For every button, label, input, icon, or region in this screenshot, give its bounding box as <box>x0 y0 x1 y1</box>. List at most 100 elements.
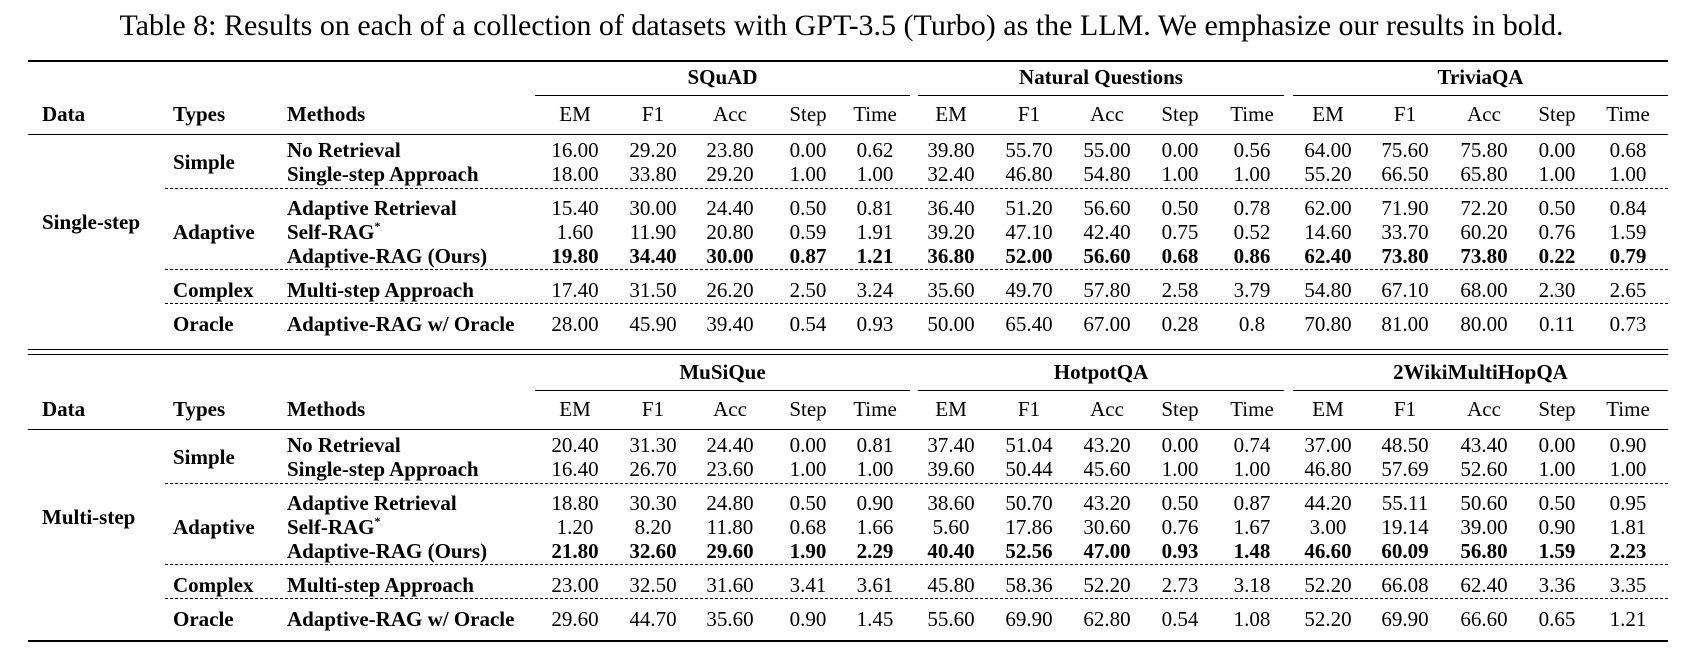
value-cell: 3.41 <box>789 573 827 597</box>
method-label: Adaptive Retrieval <box>287 491 457 515</box>
value-cell: 46.60 <box>1304 539 1352 563</box>
value-cell: 11.90 <box>629 220 677 244</box>
value-cell: 26.70 <box>629 457 677 481</box>
value-cell: 0.50 <box>789 491 827 515</box>
value-cell: 1.00 <box>1538 457 1576 481</box>
value-cell: 26.20 <box>706 278 754 302</box>
value-cell: 32.40 <box>927 162 975 186</box>
value-cell: 2.58 <box>1161 278 1199 302</box>
type-label: Simple <box>173 445 235 469</box>
value-cell: 23.80 <box>706 138 754 162</box>
dataset-underline <box>1293 390 1668 391</box>
value-cell: 0.00 <box>789 433 827 457</box>
value-cell: 72.20 <box>1460 196 1508 220</box>
value-cell: 16.00 <box>551 138 599 162</box>
method-label: No Retrieval <box>287 138 401 162</box>
metric-column-header: EM <box>935 397 967 421</box>
method-label: Single-step Approach <box>287 457 479 481</box>
value-cell: 3.79 <box>1233 278 1271 302</box>
value-cell: 0.00 <box>1538 433 1576 457</box>
dataset-header: MuSiQue <box>679 360 766 384</box>
value-cell: 0.28 <box>1161 312 1199 336</box>
value-cell: 1.00 <box>1538 162 1576 186</box>
value-cell: 44.20 <box>1304 491 1352 515</box>
header-rule <box>28 429 1668 430</box>
value-cell: 2.65 <box>1609 278 1647 302</box>
value-cell: 1.21 <box>1609 607 1647 631</box>
method-name: Adaptive-RAG (Ours) <box>287 244 488 268</box>
value-cell: 54.80 <box>1083 162 1131 186</box>
value-cell: 3.18 <box>1233 573 1271 597</box>
dashed-separator <box>165 188 1668 189</box>
value-cell: 0.93 <box>856 312 894 336</box>
value-cell: 0.90 <box>856 491 894 515</box>
value-cell: 17.40 <box>551 278 599 302</box>
value-cell: 0.90 <box>1538 515 1576 539</box>
data-group-label: Single-step <box>42 210 141 234</box>
value-cell: 0.50 <box>1161 196 1199 220</box>
metric-column-header: Time <box>853 397 897 421</box>
value-cell: 3.61 <box>856 573 894 597</box>
header-rule <box>28 134 1668 135</box>
metric-column-header: Acc <box>1467 397 1501 421</box>
value-cell: 1.81 <box>1609 515 1647 539</box>
method-name: Multi-step Approach <box>287 278 474 302</box>
value-cell: 45.80 <box>927 573 975 597</box>
value-cell: 62.80 <box>1083 607 1131 631</box>
value-cell: 67.10 <box>1381 278 1429 302</box>
value-cell: 69.90 <box>1005 607 1053 631</box>
value-cell: 50.00 <box>927 312 975 336</box>
dataset-underline <box>535 95 910 96</box>
metric-column-header: Step <box>789 102 827 126</box>
dashed-separator <box>165 598 1668 599</box>
dataset-header: TriviaQA <box>1437 65 1524 89</box>
value-cell: 1.00 <box>789 162 827 186</box>
method-label: Multi-step Approach <box>287 278 474 302</box>
value-cell: 30.00 <box>629 196 677 220</box>
value-cell: 16.40 <box>551 457 599 481</box>
method-name: Adaptive Retrieval <box>287 491 457 515</box>
value-cell: 14.60 <box>1304 220 1352 244</box>
value-cell: 70.80 <box>1304 312 1352 336</box>
value-cell: 32.50 <box>629 573 677 597</box>
value-cell: 0.73 <box>1609 312 1647 336</box>
value-cell: 71.90 <box>1381 196 1429 220</box>
method-name: Single-step Approach <box>287 457 479 481</box>
dashed-separator <box>165 564 1668 565</box>
value-cell: 55.00 <box>1083 138 1131 162</box>
metric-column-header: Time <box>1606 102 1650 126</box>
value-cell: 80.00 <box>1460 312 1508 336</box>
value-cell: 46.80 <box>1005 162 1053 186</box>
metric-column-header: Step <box>1161 102 1199 126</box>
value-cell: 66.50 <box>1381 162 1429 186</box>
value-cell: 75.60 <box>1381 138 1429 162</box>
value-cell: 48.50 <box>1381 433 1429 457</box>
method-name: Multi-step Approach <box>287 573 474 597</box>
value-cell: 73.80 <box>1460 244 1508 268</box>
value-cell: 2.23 <box>1609 539 1647 563</box>
value-cell: 0.00 <box>1538 138 1576 162</box>
value-cell: 0.68 <box>1161 244 1199 268</box>
value-cell: 0.84 <box>1609 196 1647 220</box>
value-cell: 43.40 <box>1460 433 1508 457</box>
value-cell: 50.44 <box>1005 457 1053 481</box>
value-cell: 1.45 <box>856 607 894 631</box>
method-name: No Retrieval <box>287 138 401 162</box>
value-cell: 3.24 <box>856 278 894 302</box>
value-cell: 64.00 <box>1304 138 1352 162</box>
value-cell: 34.40 <box>629 244 677 268</box>
value-cell: 58.36 <box>1005 573 1053 597</box>
metric-column-header: EM <box>1312 397 1344 421</box>
value-cell: 0.54 <box>789 312 827 336</box>
type-label: Simple <box>173 150 235 174</box>
value-cell: 0.50 <box>1538 491 1576 515</box>
value-cell: 20.40 <box>551 433 599 457</box>
value-cell: 29.60 <box>551 607 599 631</box>
value-cell: 68.00 <box>1460 278 1508 302</box>
value-cell: 32.60 <box>629 539 677 563</box>
value-cell: 15.40 <box>551 196 599 220</box>
method-label: No Retrieval <box>287 433 401 457</box>
value-cell: 60.20 <box>1460 220 1508 244</box>
value-cell: 65.40 <box>1005 312 1053 336</box>
metric-column-header: F1 <box>641 397 665 421</box>
